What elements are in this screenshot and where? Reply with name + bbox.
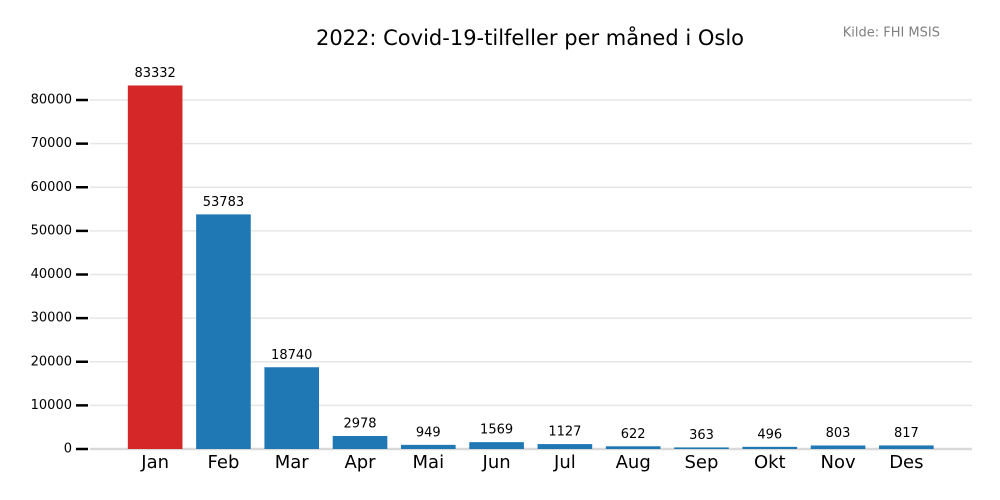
x-tick-label: Okt (754, 452, 786, 473)
x-tick-label: Sep (685, 452, 719, 473)
bar (196, 214, 251, 449)
x-tick-label: Apr (344, 452, 376, 473)
x-tick-label: Jul (553, 452, 576, 473)
value-label: 83332 (134, 66, 175, 81)
x-tick-label: Jun (482, 452, 511, 473)
x-tick-label: Aug (616, 452, 651, 473)
value-label: 803 (826, 426, 851, 441)
bar (127, 85, 183, 450)
x-tick-label: Nov (820, 452, 855, 473)
x-tick-label: Mai (413, 452, 445, 473)
bar (605, 446, 661, 449)
y-tick-label: 0 (64, 442, 72, 457)
value-label: 363 (689, 428, 714, 443)
bar (742, 446, 798, 449)
value-label: 496 (757, 427, 782, 442)
y-tick-label: 20000 (31, 354, 72, 369)
x-tick-label: Jan (140, 452, 169, 473)
y-tick-label: 80000 (31, 93, 72, 108)
value-label: 1127 (548, 425, 581, 440)
y-tick-label: 60000 (31, 180, 72, 195)
bar (400, 444, 456, 449)
value-label: 949 (416, 425, 441, 440)
y-tick-label: 40000 (31, 267, 72, 282)
y-tick-label: 50000 (31, 223, 72, 238)
y-tick-label: 30000 (31, 311, 72, 326)
bar (879, 445, 934, 449)
bar (264, 367, 320, 449)
y-tick-label: 70000 (31, 136, 72, 151)
bar (332, 436, 388, 449)
bar (537, 444, 593, 449)
bar (810, 445, 866, 449)
bar (674, 447, 729, 449)
value-label: 2978 (343, 417, 376, 432)
value-label: 18740 (271, 348, 312, 363)
x-tick-label: Mar (275, 452, 310, 473)
value-label: 53783 (203, 195, 244, 210)
y-tick-label: 10000 (31, 398, 72, 413)
source-note: Kilde: FHI MSIS (843, 26, 940, 41)
value-label: 622 (621, 427, 646, 442)
bar (469, 442, 524, 449)
value-label: 817 (894, 426, 919, 441)
value-label: 1569 (480, 423, 513, 438)
x-tick-label: Des (889, 452, 923, 473)
chart-title: 2022: Covid-19-tilfeller per måned i Osl… (316, 25, 744, 50)
x-tick-label: Feb (208, 452, 240, 473)
